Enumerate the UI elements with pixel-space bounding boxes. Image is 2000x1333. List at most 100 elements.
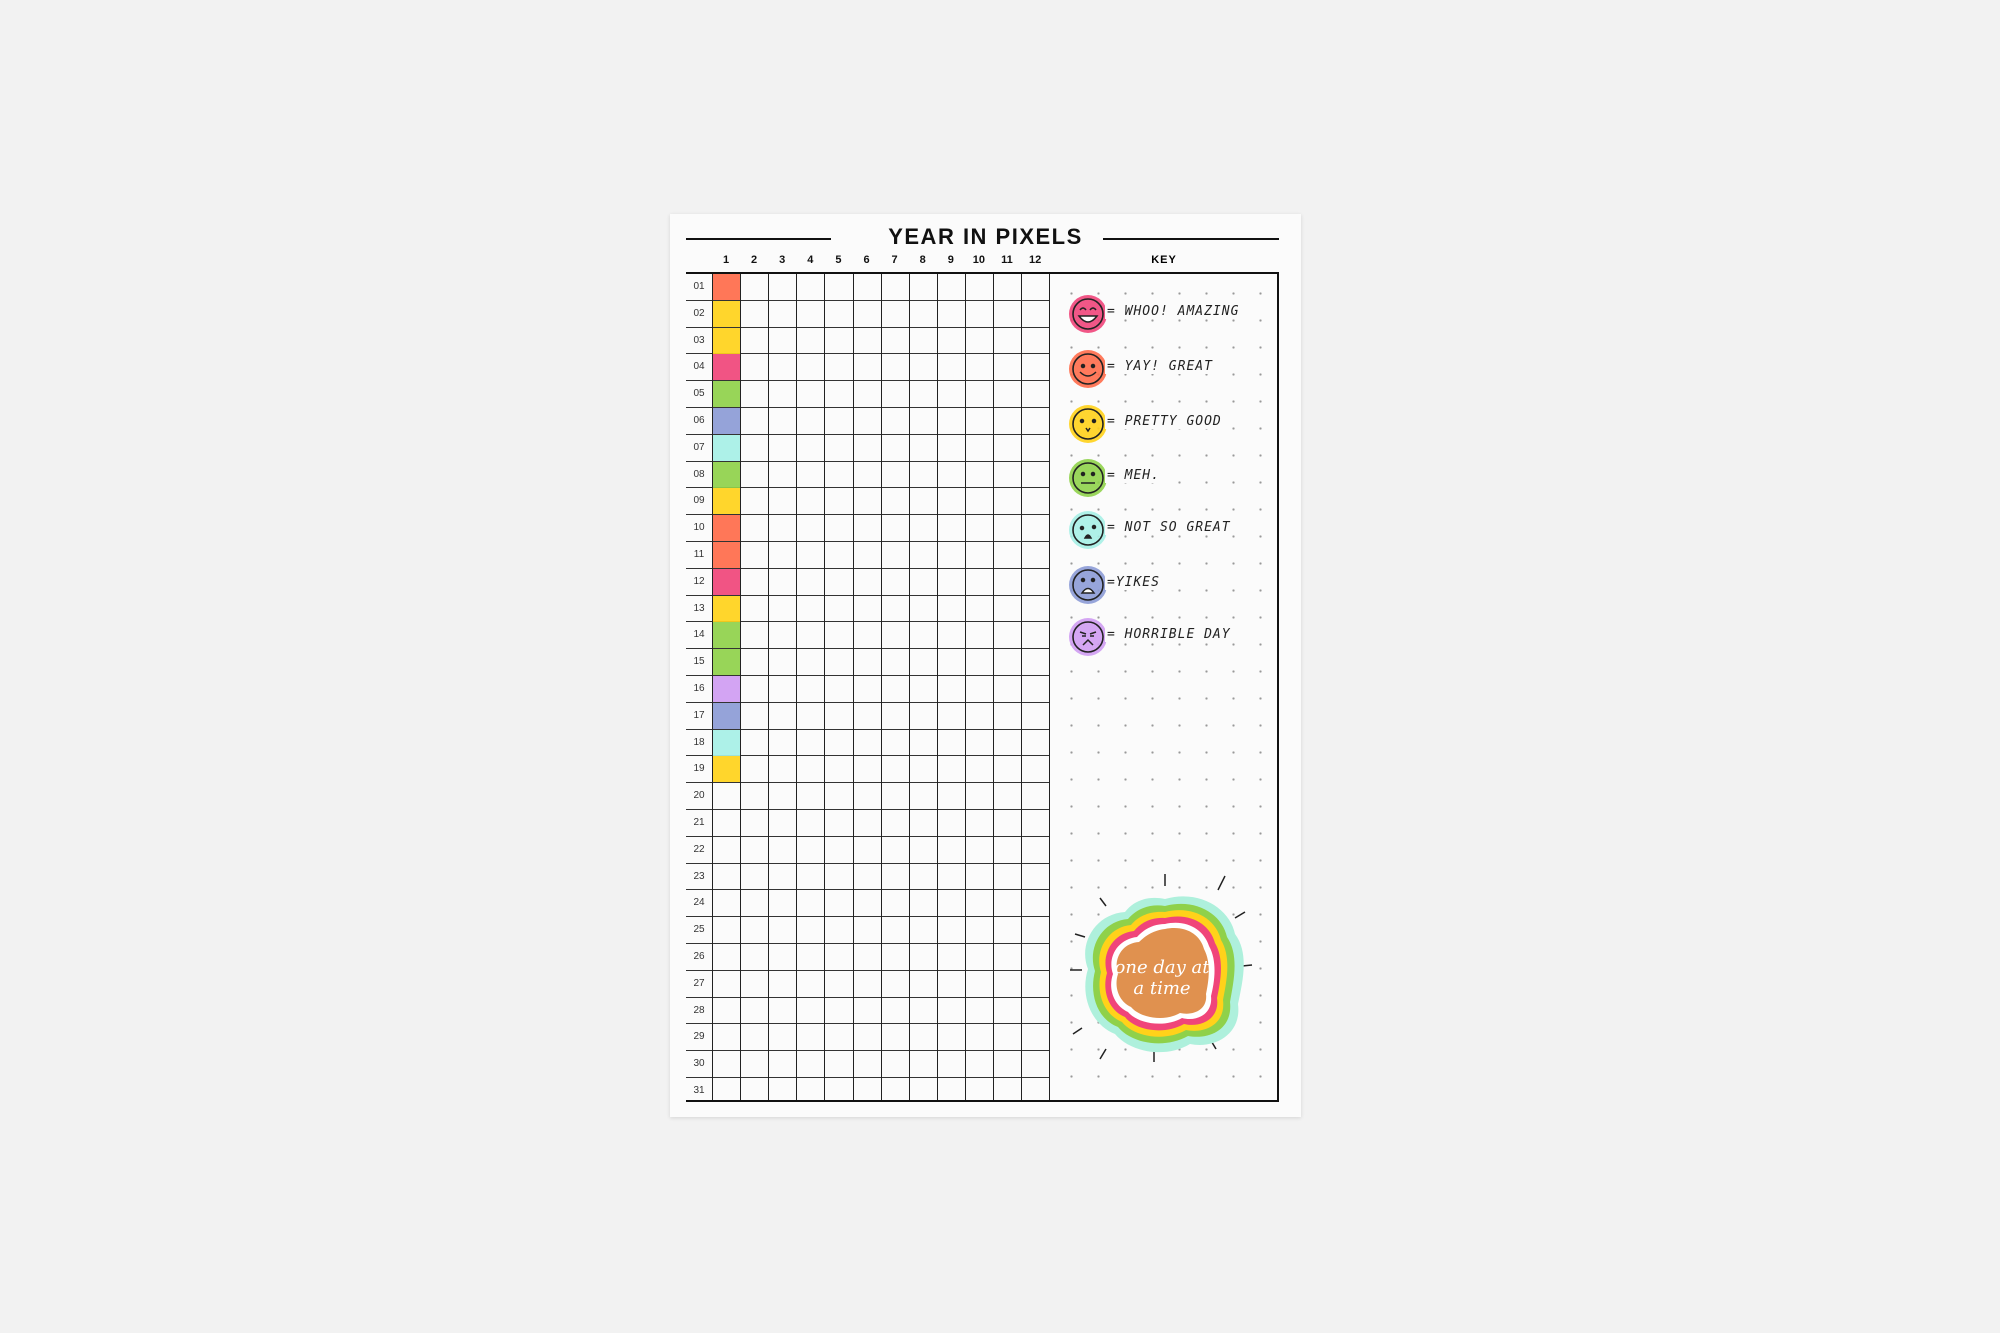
pixel-cell[interactable] bbox=[909, 1051, 937, 1077]
pixel-cell[interactable] bbox=[768, 622, 796, 648]
pixel-cell[interactable] bbox=[1021, 328, 1049, 354]
pixel-cell[interactable] bbox=[993, 730, 1021, 756]
pixel-cell[interactable] bbox=[1021, 488, 1049, 514]
pixel-cell[interactable] bbox=[993, 837, 1021, 863]
pixel-cell[interactable] bbox=[881, 971, 909, 997]
pixel-cell[interactable] bbox=[965, 944, 993, 970]
pixel-cell[interactable] bbox=[937, 676, 965, 702]
pixel-cell[interactable] bbox=[881, 649, 909, 675]
pixel-cell[interactable] bbox=[740, 783, 768, 809]
pixel-cell[interactable] bbox=[909, 301, 937, 327]
pixel-cell[interactable] bbox=[796, 1051, 824, 1077]
pixel-cell[interactable] bbox=[853, 274, 881, 300]
pixel-cell[interactable] bbox=[853, 944, 881, 970]
pixel-cell[interactable] bbox=[965, 381, 993, 407]
pixel-cell[interactable] bbox=[712, 381, 741, 408]
pixel-cell[interactable] bbox=[796, 837, 824, 863]
pixel-cell[interactable] bbox=[853, 1078, 881, 1104]
pixel-cell[interactable] bbox=[909, 622, 937, 648]
pixel-cell[interactable] bbox=[909, 971, 937, 997]
pixel-cell[interactable] bbox=[712, 408, 741, 434]
pixel-cell[interactable] bbox=[993, 408, 1021, 434]
pixel-cell[interactable] bbox=[824, 381, 852, 407]
pixel-cell[interactable] bbox=[1021, 1078, 1049, 1104]
pixel-cell[interactable] bbox=[768, 354, 796, 380]
pixel-cell[interactable] bbox=[853, 1051, 881, 1077]
pixel-cell[interactable] bbox=[824, 649, 852, 675]
pixel-cell[interactable] bbox=[796, 730, 824, 756]
pixel-cell[interactable] bbox=[1021, 890, 1049, 916]
pixel-cell[interactable] bbox=[909, 676, 937, 702]
pixel-cell[interactable] bbox=[965, 971, 993, 997]
pixel-cell[interactable] bbox=[993, 435, 1021, 461]
pixel-cell[interactable] bbox=[824, 917, 852, 943]
pixel-cell[interactable] bbox=[768, 676, 796, 702]
pixel-cell[interactable] bbox=[937, 622, 965, 648]
pixel-cell[interactable] bbox=[740, 301, 768, 327]
pixel-cell[interactable] bbox=[853, 328, 881, 354]
pixel-cell[interactable] bbox=[993, 890, 1021, 916]
pixel-cell[interactable] bbox=[965, 783, 993, 809]
pixel-cell[interactable] bbox=[740, 274, 768, 300]
pixel-cell[interactable] bbox=[740, 354, 768, 380]
pixel-cell[interactable] bbox=[881, 515, 909, 541]
pixel-cell[interactable] bbox=[993, 488, 1021, 514]
pixel-cell[interactable] bbox=[909, 998, 937, 1024]
pixel-cell[interactable] bbox=[740, 1051, 768, 1077]
pixel-cell[interactable] bbox=[853, 810, 881, 836]
pixel-cell[interactable] bbox=[1021, 944, 1049, 970]
pixel-cell[interactable] bbox=[965, 837, 993, 863]
pixel-cell[interactable] bbox=[993, 569, 1021, 595]
pixel-cell[interactable] bbox=[824, 1051, 852, 1077]
pixel-cell[interactable] bbox=[853, 569, 881, 595]
pixel-cell[interactable] bbox=[796, 354, 824, 380]
pixel-cell[interactable] bbox=[853, 756, 881, 782]
pixel-cell[interactable] bbox=[881, 408, 909, 434]
pixel-cell[interactable] bbox=[881, 703, 909, 729]
pixel-cell[interactable] bbox=[768, 971, 796, 997]
pixel-cell[interactable] bbox=[824, 408, 852, 434]
pixel-cell[interactable] bbox=[1021, 649, 1049, 675]
pixel-cell[interactable] bbox=[965, 542, 993, 568]
pixel-cell[interactable] bbox=[768, 1078, 796, 1104]
pixel-cell[interactable] bbox=[796, 917, 824, 943]
pixel-cell[interactable] bbox=[712, 783, 740, 809]
pixel-cell[interactable] bbox=[937, 756, 965, 782]
pixel-cell[interactable] bbox=[965, 676, 993, 702]
pixel-cell[interactable] bbox=[881, 381, 909, 407]
pixel-cell[interactable] bbox=[712, 542, 741, 568]
pixel-cell[interactable] bbox=[937, 649, 965, 675]
pixel-cell[interactable] bbox=[965, 488, 993, 514]
pixel-cell[interactable] bbox=[853, 435, 881, 461]
pixel-cell[interactable] bbox=[993, 676, 1021, 702]
pixel-cell[interactable] bbox=[768, 810, 796, 836]
pixel-cell[interactable] bbox=[909, 354, 937, 380]
pixel-cell[interactable] bbox=[1021, 542, 1049, 568]
pixel-cell[interactable] bbox=[937, 1051, 965, 1077]
pixel-cell[interactable] bbox=[881, 1078, 909, 1104]
pixel-cell[interactable] bbox=[1021, 998, 1049, 1024]
pixel-cell[interactable] bbox=[824, 515, 852, 541]
pixel-cell[interactable] bbox=[993, 596, 1021, 622]
pixel-cell[interactable] bbox=[768, 730, 796, 756]
pixel-cell[interactable] bbox=[853, 783, 881, 809]
pixel-cell[interactable] bbox=[768, 381, 796, 407]
pixel-cell[interactable] bbox=[881, 810, 909, 836]
pixel-cell[interactable] bbox=[768, 328, 796, 354]
pixel-cell[interactable] bbox=[768, 542, 796, 568]
pixel-cell[interactable] bbox=[824, 488, 852, 514]
pixel-cell[interactable] bbox=[881, 301, 909, 327]
pixel-cell[interactable] bbox=[796, 1024, 824, 1050]
pixel-cell[interactable] bbox=[768, 488, 796, 514]
pixel-cell[interactable] bbox=[824, 622, 852, 648]
pixel-cell[interactable] bbox=[824, 569, 852, 595]
pixel-cell[interactable] bbox=[881, 622, 909, 648]
pixel-cell[interactable] bbox=[881, 274, 909, 300]
pixel-cell[interactable] bbox=[768, 435, 796, 461]
pixel-cell[interactable] bbox=[712, 568, 741, 595]
pixel-cell[interactable] bbox=[965, 917, 993, 943]
pixel-cell[interactable] bbox=[824, 837, 852, 863]
pixel-cell[interactable] bbox=[796, 301, 824, 327]
pixel-cell[interactable] bbox=[712, 327, 741, 354]
pixel-cell[interactable] bbox=[768, 596, 796, 622]
